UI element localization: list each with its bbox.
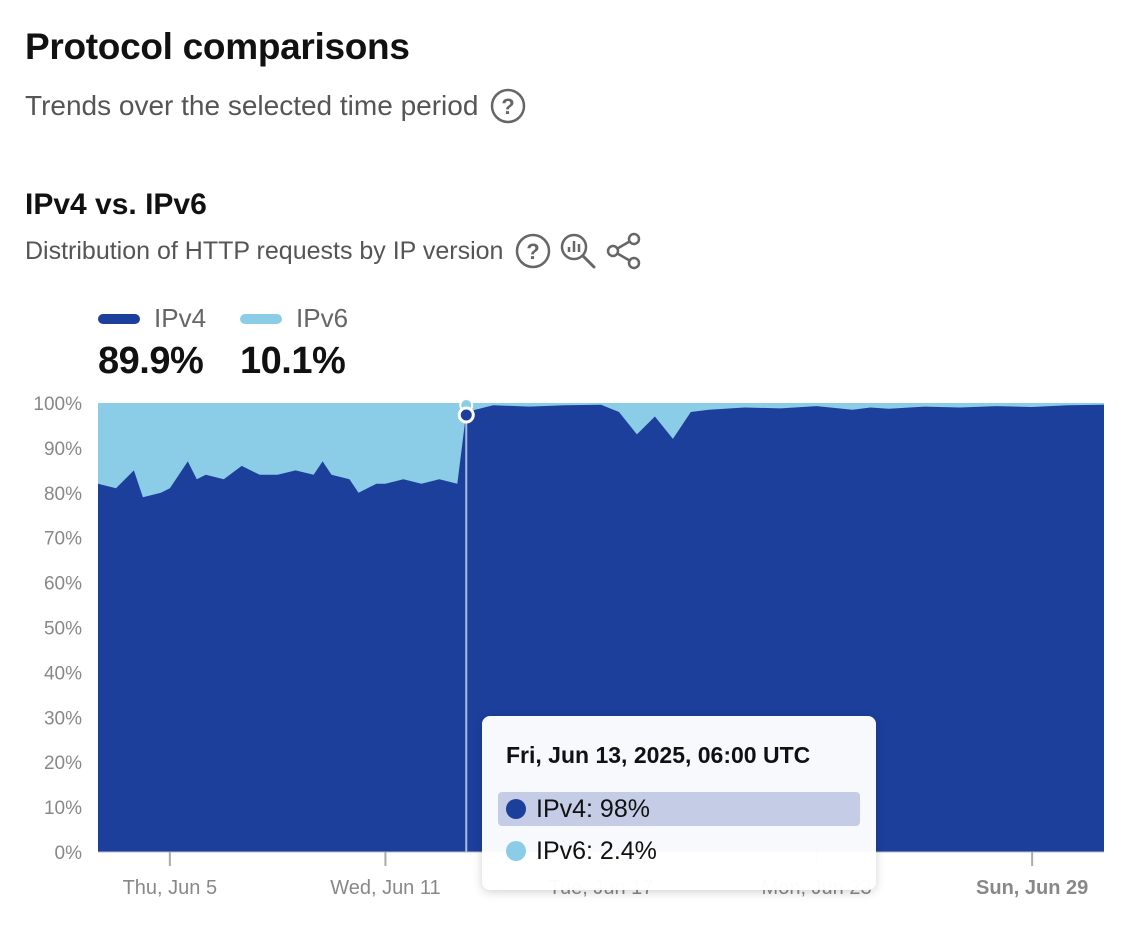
- tooltip-title: Fri, Jun 13, 2025, 06:00 UTC: [506, 742, 811, 768]
- section-subtitle-text: Distribution of HTTP requests by IP vers…: [25, 236, 504, 265]
- zoom-chart-icon[interactable]: [559, 232, 597, 270]
- hover-marker-ipv4: [457, 406, 475, 424]
- tooltip-row-ipv6: IPv6: 2.4%: [498, 834, 860, 868]
- legend-label-ipv4: IPv4: [154, 303, 207, 333]
- legend-item-ipv6[interactable]: IPv6 10.1%: [240, 303, 348, 383]
- section-title: IPv4 vs. IPv6: [25, 188, 207, 221]
- page-title: Protocol comparisons: [25, 26, 410, 67]
- tooltip-dot-ipv4: [506, 799, 526, 819]
- y-tick-label: 0%: [55, 843, 83, 864]
- chart-tooltip: Fri, Jun 13, 2025, 06:00 UTC IPv4: 98% I…: [482, 716, 876, 890]
- y-tick-label: 20%: [44, 753, 82, 774]
- x-tick-label: Wed, Jun 11: [330, 877, 440, 899]
- legend-value-ipv4: 89.9%: [98, 340, 204, 382]
- page-subtitle-text: Trends over the selected time period: [25, 90, 479, 121]
- help-icon[interactable]: ?: [490, 88, 526, 124]
- tooltip-row-ipv4: IPv4: 98%: [498, 792, 860, 826]
- tooltip-dot-ipv6: [506, 841, 526, 861]
- chart-tools: ?: [515, 232, 643, 270]
- ipv6-swatch: [240, 313, 283, 324]
- y-tick-label: 100%: [33, 394, 82, 415]
- legend: IPv4 89.9% IPv6 10.1%: [98, 303, 348, 383]
- y-tick-label: 70%: [44, 529, 82, 550]
- legend-label-ipv6: IPv6: [296, 303, 349, 333]
- y-tick-label: 30%: [44, 708, 82, 729]
- svg-text:?: ?: [502, 94, 515, 119]
- y-tick-label: 40%: [44, 663, 82, 684]
- section-subtitle: Distribution of HTTP requests by IP vers…: [25, 232, 643, 270]
- y-tick-label: 10%: [44, 798, 82, 819]
- page-subtitle: Trends over the selected time period ?: [25, 88, 526, 124]
- share-icon[interactable]: [605, 232, 643, 270]
- y-tick-label: 80%: [44, 484, 82, 505]
- y-tick-label: 90%: [44, 439, 82, 460]
- legend-item-ipv4[interactable]: IPv4 89.9%: [98, 303, 206, 383]
- tooltip-text-ipv6: IPv6: 2.4%: [536, 836, 657, 865]
- y-tick-label: 50%: [44, 619, 82, 640]
- legend-value-ipv6: 10.1%: [240, 340, 346, 382]
- x-tick-label: Thu, Jun 5: [123, 877, 218, 899]
- help-icon[interactable]: ?: [515, 233, 551, 269]
- x-tick-label: Sun, Jun 29: [976, 877, 1088, 899]
- tooltip-text-ipv4: IPv4: 98%: [536, 794, 650, 823]
- y-tick-label: 60%: [44, 574, 82, 595]
- ipv4-swatch: [98, 313, 140, 324]
- svg-text:?: ?: [527, 239, 540, 264]
